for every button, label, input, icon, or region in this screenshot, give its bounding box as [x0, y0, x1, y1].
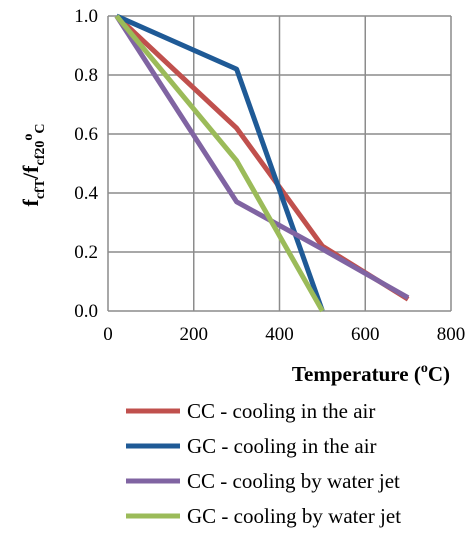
y-tick-label: 0.8 [74, 65, 98, 86]
legend-label: GC - cooling in the air [187, 434, 377, 458]
legend-label: CC - cooling by water jet [187, 469, 400, 493]
series-line [114, 14, 410, 302]
x-tick-label: 0 [103, 324, 113, 345]
y-tick-label: 0.0 [74, 301, 98, 322]
x-tick-label: 200 [180, 324, 209, 345]
tick-labels: 0 200 400 600 800 0.0 0.2 0.4 0.6 0.8 1.0 [74, 6, 465, 345]
y-tick-label: 0.6 [74, 124, 98, 145]
x-tick-label: 800 [437, 324, 466, 345]
legend-label: GC - cooling by water jet [187, 504, 401, 528]
x-axis-label: Temperature (oC) [292, 361, 450, 386]
legend: CC - cooling in the air GC - cooling in t… [126, 399, 401, 528]
series-line [114, 14, 410, 300]
legend-label: CC - cooling in the air [187, 399, 375, 423]
series-line [114, 14, 325, 313]
x-tick-label: 600 [351, 324, 380, 345]
series-lines [114, 13, 410, 313]
x-tick-label: 400 [265, 324, 294, 345]
y-axis-label: fcfT/fcf20oC [18, 123, 48, 206]
y-tick-label: 0.4 [74, 183, 98, 204]
grid-lines [107, 15, 452, 312]
series-line [115, 13, 325, 312]
y-tick-label: 1.0 [74, 6, 98, 27]
y-tick-label: 0.2 [74, 242, 98, 263]
